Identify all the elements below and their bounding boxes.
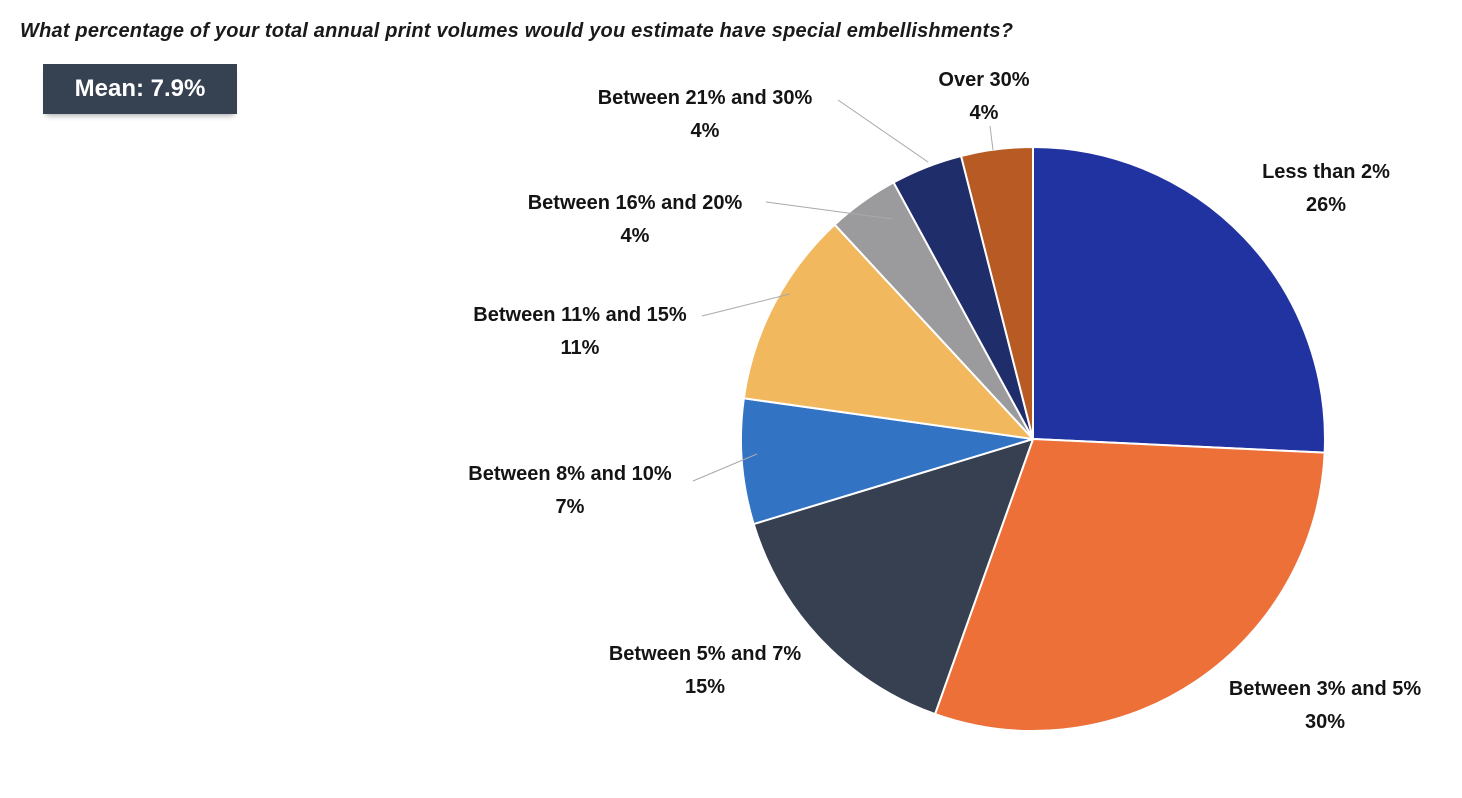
slice-value-label: 11% bbox=[560, 337, 600, 359]
pie-slice-4 bbox=[742, 223, 1034, 440]
slice-value-label: 4% bbox=[620, 225, 650, 247]
slice-label-over-30: Over 30% 4% bbox=[938, 64, 1029, 130]
slice-label-between-21-and-30: Between 21% and 30% 4% bbox=[598, 82, 813, 148]
slice-label-between-16-and-20: Between 16% and 20% 4% bbox=[528, 187, 743, 253]
slice-category-label: Between 21% and 30% bbox=[597, 87, 813, 109]
slice-value-label: 30% bbox=[1304, 711, 1346, 733]
pie-slice-7 bbox=[960, 146, 1034, 440]
slice-value-label: 4% bbox=[690, 120, 720, 142]
slice-value-label: 7% bbox=[555, 496, 585, 518]
leader-line-between-8-and-10 bbox=[692, 453, 758, 482]
mean-badge: Mean: 7.9% bbox=[43, 64, 237, 114]
slice-category-label: Between 3% and 5% bbox=[1228, 678, 1422, 700]
slice-label-between-5-and-7: Between 5% and 7% 15% bbox=[609, 638, 801, 704]
slice-label-between-11-and-15: Between 11% and 15% 11% bbox=[473, 299, 686, 365]
pie-slice-0 bbox=[1032, 146, 1326, 454]
slice-label-less-than-2: Less than 2% 26% bbox=[1262, 156, 1390, 222]
slice-value-label: 15% bbox=[684, 676, 726, 698]
leader-lines bbox=[692, 99, 994, 482]
leader-line-between-16-and-20 bbox=[765, 201, 894, 220]
slice-label-between-3-and-5: Between 3% and 5% 30% bbox=[1229, 673, 1421, 739]
slice-label-between-8-and-10: Between 8% and 10% 7% bbox=[468, 458, 671, 524]
slice-value-label: 26% bbox=[1305, 194, 1347, 216]
slice-category-label: Between 5% and 7% bbox=[608, 643, 802, 665]
slice-category-label: Between 11% and 15% bbox=[473, 304, 687, 326]
pie-slices bbox=[740, 146, 1326, 732]
pie-slice-2 bbox=[752, 438, 1034, 716]
chart-title: What percentage of your total annual pri… bbox=[20, 20, 1014, 42]
leader-line-between-11-and-15 bbox=[701, 293, 791, 317]
slice-value-label: 4% bbox=[969, 102, 999, 124]
slice-category-label: Less than 2% bbox=[1262, 161, 1390, 183]
pie-slice-1 bbox=[934, 438, 1326, 732]
leader-line-between-21-and-30 bbox=[837, 99, 929, 163]
slice-category-label: Between 16% and 20% bbox=[527, 192, 743, 214]
slice-category-label: Between 8% and 10% bbox=[468, 463, 672, 485]
slice-category-label: Over 30% bbox=[938, 69, 1030, 91]
leader-line-over-30 bbox=[989, 125, 994, 151]
